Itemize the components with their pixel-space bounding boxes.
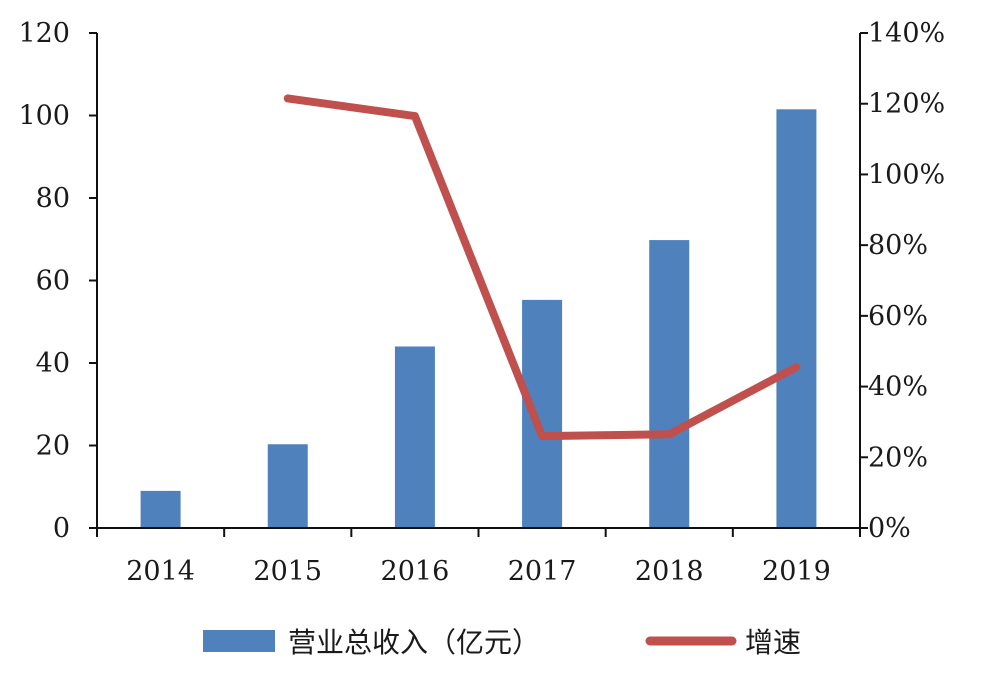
y-left-tick-label: 100	[18, 101, 70, 132]
x-tick-label-2019: 2019	[762, 556, 831, 587]
y-left-tick-label: 60	[36, 266, 70, 297]
y-right-tick-label: 80%	[868, 230, 928, 261]
y-right-tick-label: 100%	[868, 159, 945, 190]
chart-legend: 营业总收入（亿元） 增速	[203, 626, 801, 659]
growth-line	[283, 94, 801, 441]
y-left-tick-label: 120	[18, 18, 70, 49]
bar-2018	[649, 240, 690, 528]
bar-series-revenue	[140, 109, 817, 528]
x-tick-label-2015: 2015	[253, 556, 322, 587]
y-right-tick-label: 0%	[868, 513, 911, 544]
y-right-tick-label: 20%	[868, 442, 928, 473]
y-right-tick-label: 120%	[868, 89, 945, 120]
y-left-tick-label: 0	[53, 513, 70, 544]
x-tick-label-2014: 2014	[126, 556, 195, 587]
bar-2015	[267, 444, 308, 528]
chart-axes	[89, 32, 868, 537]
legend-label-growth: 增速	[745, 626, 801, 659]
bar-2019	[776, 109, 817, 528]
x-tick-label-2016: 2016	[381, 556, 450, 587]
y-right-tick-label: 40%	[868, 372, 928, 403]
y-right-tick-label: 60%	[868, 301, 928, 332]
y-right-tick-label: 140%	[868, 18, 945, 49]
y-left-tick-label: 40	[36, 348, 70, 379]
bar-2016	[394, 346, 435, 528]
bar-2014	[140, 490, 181, 528]
y-left-tick-label: 20	[36, 431, 70, 462]
x-tick-label-2017: 2017	[508, 556, 577, 587]
bar-2017	[522, 299, 563, 528]
line-series-growth	[283, 94, 801, 441]
x-tick-label-2018: 2018	[635, 556, 704, 587]
legend-swatch-revenue	[203, 630, 275, 652]
y-left-tick-label: 80	[36, 183, 70, 214]
tick-labels: 0 20 40 60 80 100 120 0% 20% 40% 60% 80% 100% 120% 140…	[18, 18, 945, 587]
legend-label-revenue: 营业总收入（亿元）	[288, 626, 540, 659]
